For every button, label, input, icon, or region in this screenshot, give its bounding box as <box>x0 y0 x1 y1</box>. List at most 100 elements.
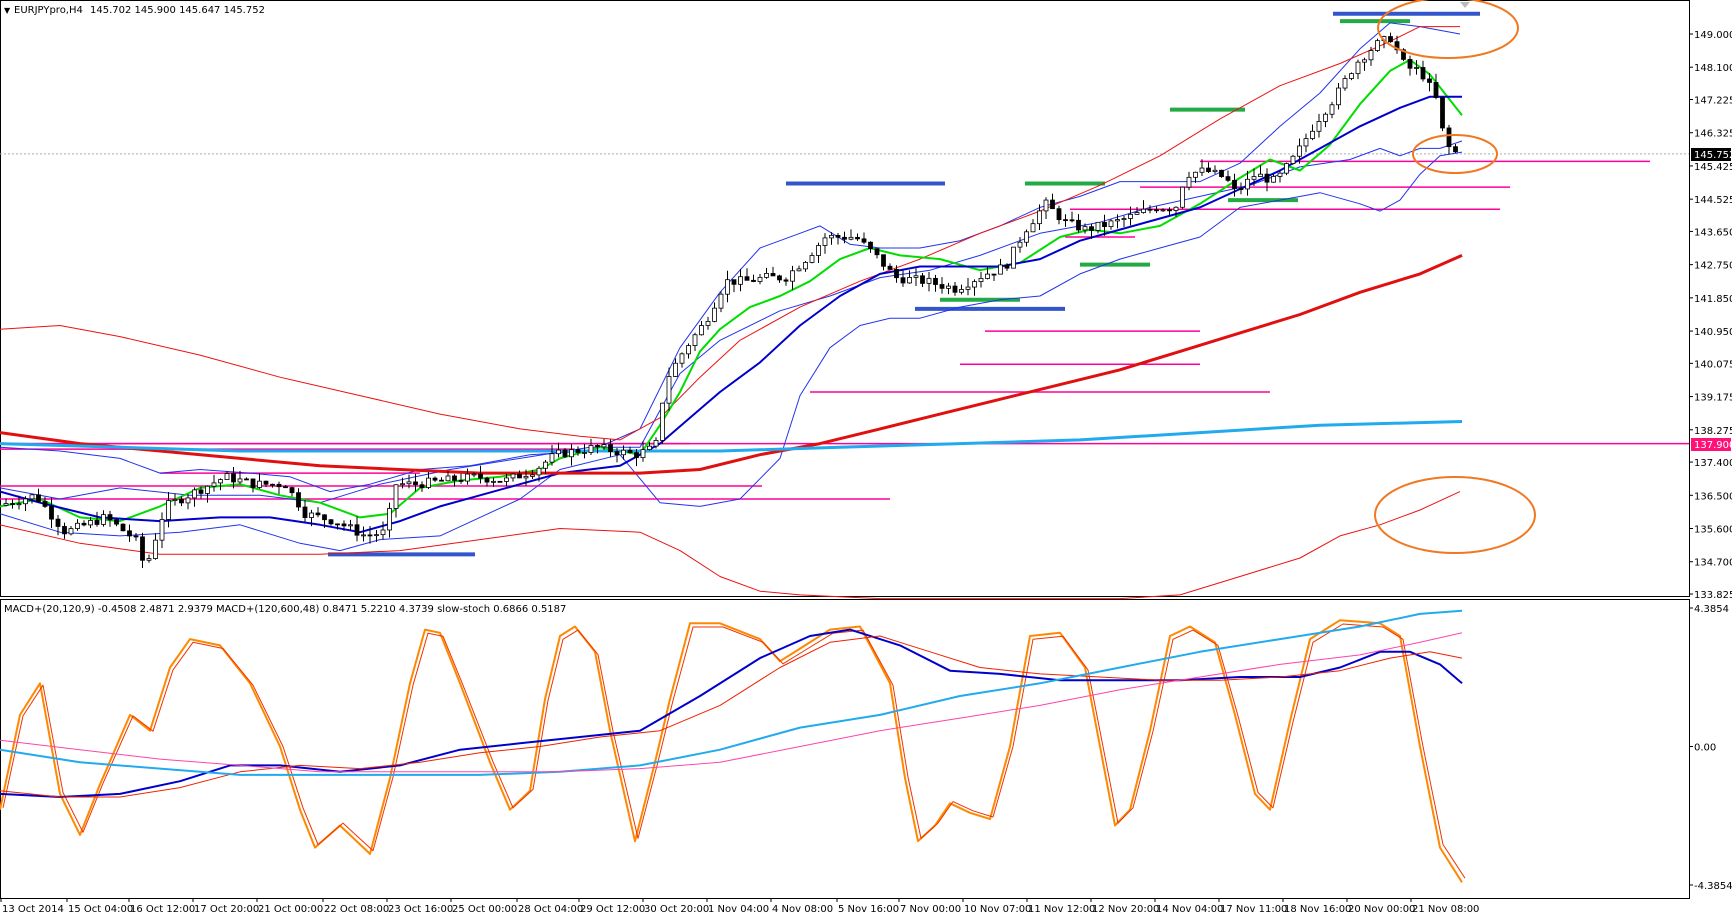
candle-bull <box>400 483 405 486</box>
candle-bull <box>848 236 854 240</box>
candle-bull <box>1277 172 1283 177</box>
candle-bull <box>1316 121 1322 132</box>
candle-bear <box>887 265 893 270</box>
macd-fast-signal-red <box>0 635 1463 798</box>
candle-bull <box>224 473 230 480</box>
candle-bear <box>920 275 925 284</box>
candle-bear <box>861 238 867 243</box>
price-axis-label: 146.325 <box>1694 129 1732 140</box>
candle-bull <box>1043 199 1049 212</box>
candle-bull <box>725 279 730 295</box>
candle-bear <box>1388 36 1393 43</box>
candle-bear <box>933 277 938 285</box>
candle-bull <box>1193 171 1198 178</box>
time-axis-label: 21 Oct 00:00 <box>258 904 323 915</box>
candle-bull <box>510 473 516 479</box>
candle-bear <box>62 526 67 535</box>
candle-bull <box>816 245 821 256</box>
candle-bear <box>1056 208 1062 221</box>
main-price-pane[interactable] <box>0 0 1690 597</box>
candle-bull <box>361 534 366 537</box>
candle-bear <box>458 480 464 482</box>
candle-bear <box>419 484 425 488</box>
candle-bear <box>497 480 503 483</box>
candle-bear <box>1206 167 1211 173</box>
time-axis-label: 11 Nov 12:00 <box>1028 904 1095 915</box>
candle-bear <box>874 248 880 256</box>
candle-bear <box>1433 82 1439 98</box>
candle-bear <box>1063 219 1068 222</box>
time-axis-label: 23 Oct 16:00 <box>388 904 453 915</box>
candle-bear <box>1427 78 1432 83</box>
candle-bull <box>1173 206 1179 211</box>
candle-bull <box>803 261 808 270</box>
candle-bull <box>192 489 197 499</box>
candle-bear <box>868 241 873 250</box>
candle-bull <box>237 478 243 483</box>
candle-bear <box>341 523 347 527</box>
candle-bear <box>991 273 997 276</box>
indicator-pane[interactable] <box>0 599 1690 899</box>
candle-bull <box>764 273 769 278</box>
candle-bear <box>354 524 360 536</box>
candle-bull <box>796 268 802 272</box>
candle-bull <box>1342 78 1348 89</box>
candle-bull <box>218 479 223 484</box>
candle-bull <box>153 539 158 559</box>
price-axis-label: 147.225 <box>1694 96 1732 107</box>
shift-marker-icon[interactable] <box>1460 2 1470 8</box>
candle-bull <box>1245 178 1250 190</box>
candle-bull <box>978 278 984 283</box>
price-axis-label: 136.500 <box>1694 491 1732 502</box>
candle-bear <box>49 506 54 520</box>
candle-bull <box>1108 220 1114 228</box>
candle-bear <box>595 445 600 448</box>
candle-bull <box>1115 219 1120 222</box>
candle-bear <box>1102 221 1107 228</box>
indicator-axis-label: -4.3854 <box>1694 881 1732 892</box>
candle-bear <box>608 444 613 452</box>
candle-bear <box>322 514 327 521</box>
candle-bull <box>504 477 509 482</box>
time-axis-label: 22 Oct 08:00 <box>324 904 389 915</box>
candle-bull <box>946 285 951 289</box>
candle-bull <box>1362 59 1367 63</box>
chart-menu-triangle-icon[interactable]: ▼ <box>4 6 11 15</box>
candle-bull <box>757 276 763 282</box>
bollinger-lower-band <box>0 151 1463 552</box>
time-axis-label: 13 Oct 2014 <box>2 904 64 915</box>
candle-bear <box>283 486 288 489</box>
time-axis-label: 14 Nov 04:00 <box>1156 904 1223 915</box>
envelope-upper-line <box>0 26 1460 441</box>
candle-bull <box>1297 145 1302 157</box>
price-axis-label: 142.750 <box>1694 261 1732 272</box>
candle-bull <box>673 362 678 377</box>
candle-bull <box>549 453 555 463</box>
candle-bear <box>562 449 568 458</box>
candle-bull <box>1323 113 1328 122</box>
time-axis-label: 17 Oct 20:00 <box>194 904 259 915</box>
current-price-badge: 145.752 <box>1694 150 1732 161</box>
candle-bull <box>1134 212 1140 215</box>
candle-bear <box>894 268 899 279</box>
candle-bull <box>913 275 919 278</box>
bollinger-upper-band <box>0 22 1461 493</box>
candle-bear <box>1394 41 1400 51</box>
candle-bear <box>302 506 308 518</box>
price-axis-label: 133.825 <box>1694 590 1732 601</box>
candle-bear <box>1238 188 1244 190</box>
annotation-circle-current <box>1412 134 1498 174</box>
candle-bear <box>770 273 776 277</box>
candle-bull <box>205 485 210 494</box>
candle-bull <box>660 402 665 441</box>
candle-bear <box>1401 49 1406 60</box>
candle-bull <box>1082 226 1088 231</box>
candle-bull <box>822 237 828 246</box>
candle-bull <box>1251 176 1257 180</box>
candle-bull <box>1355 61 1361 75</box>
candle-bull <box>588 445 594 453</box>
price-axis-label: 135.600 <box>1694 524 1732 535</box>
candle-bear <box>835 234 841 238</box>
